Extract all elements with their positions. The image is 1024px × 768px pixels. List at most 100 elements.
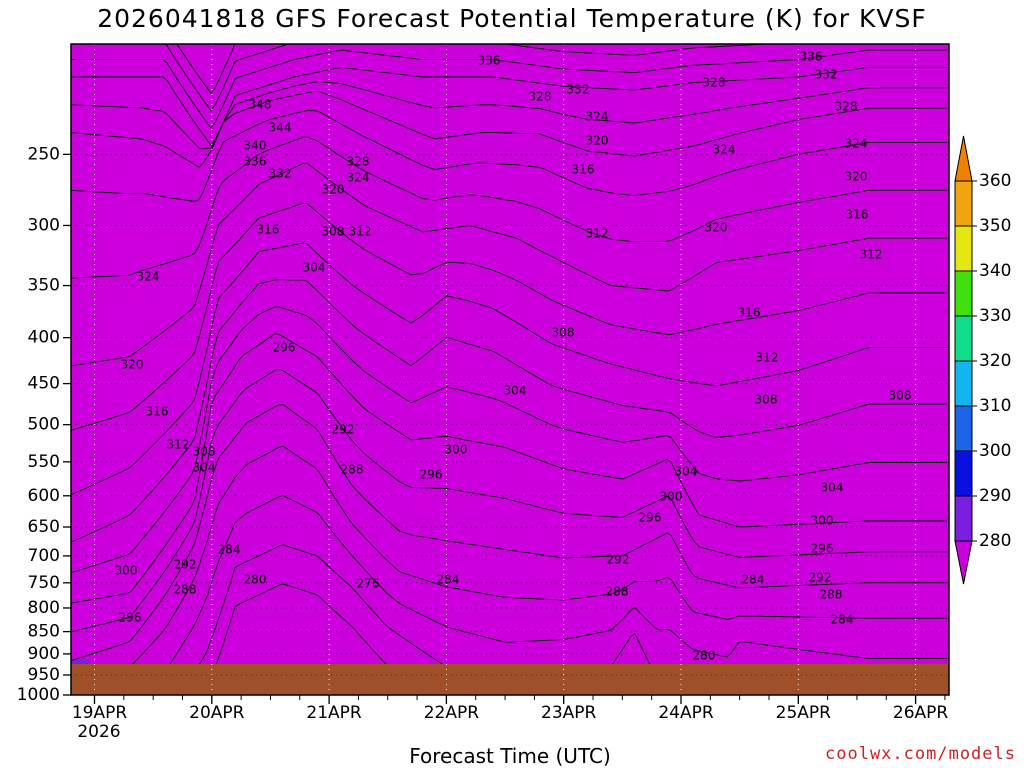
field-cell bbox=[185, 159, 192, 165]
field-cell bbox=[137, 54, 144, 60]
field-cell bbox=[293, 439, 300, 445]
field-cell bbox=[83, 294, 90, 300]
field-cell bbox=[245, 404, 252, 410]
field-cell bbox=[149, 269, 156, 275]
field-cell bbox=[239, 654, 246, 660]
field-cell bbox=[125, 389, 132, 395]
field-cell bbox=[233, 659, 240, 665]
field-cell bbox=[209, 519, 216, 525]
field-cell bbox=[131, 599, 138, 605]
field-cell bbox=[197, 499, 204, 505]
field-cell bbox=[275, 499, 282, 505]
field-cell bbox=[239, 204, 246, 210]
field-cell bbox=[155, 409, 162, 415]
field-cell bbox=[119, 239, 126, 245]
field-cell bbox=[119, 229, 126, 235]
field-cell bbox=[179, 109, 186, 115]
field-cell bbox=[275, 309, 282, 315]
field-cell bbox=[215, 489, 222, 495]
field-cell bbox=[119, 99, 126, 105]
field-cell bbox=[281, 184, 288, 190]
field-cell bbox=[113, 554, 120, 560]
field-cell bbox=[143, 194, 150, 200]
field-cell bbox=[209, 579, 216, 585]
field-cell bbox=[185, 214, 192, 220]
field-cell bbox=[257, 169, 264, 175]
field-cell bbox=[131, 244, 138, 250]
field-cell bbox=[227, 184, 234, 190]
field-cell bbox=[143, 319, 150, 325]
field-cell bbox=[167, 369, 174, 375]
field-cell bbox=[233, 534, 240, 540]
field-cell bbox=[209, 254, 216, 260]
field-cell bbox=[113, 229, 120, 235]
field-cell bbox=[287, 629, 294, 635]
field-cell bbox=[191, 264, 198, 270]
field-cell bbox=[125, 64, 132, 70]
field-cell bbox=[173, 174, 180, 180]
field-cell bbox=[119, 79, 126, 85]
field-cell bbox=[137, 529, 144, 535]
field-cell bbox=[125, 289, 132, 295]
field-cell bbox=[209, 619, 216, 625]
field-cell bbox=[149, 59, 156, 65]
field-cell bbox=[161, 604, 168, 610]
field-cell bbox=[293, 579, 300, 585]
field-cell bbox=[179, 624, 186, 630]
field-cell bbox=[203, 109, 210, 115]
field-cell bbox=[89, 539, 96, 545]
field-cell bbox=[143, 499, 150, 505]
field-cell bbox=[197, 364, 204, 370]
field-cell bbox=[167, 69, 174, 75]
field-cell bbox=[155, 199, 162, 205]
field-cell bbox=[263, 264, 270, 270]
field-cell bbox=[143, 324, 150, 330]
field-cell bbox=[77, 269, 84, 275]
field-cell bbox=[83, 239, 90, 245]
field-cell bbox=[89, 589, 96, 595]
field-cell bbox=[131, 139, 138, 145]
field-cell bbox=[197, 249, 204, 255]
field-cell bbox=[215, 289, 222, 295]
field-cell bbox=[179, 489, 186, 495]
field-cell bbox=[227, 329, 234, 335]
field-cell bbox=[113, 84, 120, 90]
field-cell bbox=[77, 139, 84, 145]
field-cell bbox=[131, 524, 138, 530]
field-cell bbox=[275, 204, 282, 210]
field-cell bbox=[179, 479, 186, 485]
field-cell bbox=[197, 404, 204, 410]
field-cell bbox=[113, 589, 120, 595]
field-cell bbox=[155, 509, 162, 515]
field-cell bbox=[143, 529, 150, 535]
field-cell bbox=[119, 89, 126, 95]
field-cell bbox=[77, 554, 84, 560]
field-cell bbox=[281, 509, 288, 515]
field-cell bbox=[137, 429, 144, 435]
field-cell bbox=[113, 609, 120, 615]
field-cell bbox=[107, 409, 114, 415]
field-cell bbox=[137, 284, 144, 290]
field-cell bbox=[185, 194, 192, 200]
field-cell bbox=[131, 504, 138, 510]
field-cell bbox=[239, 84, 246, 90]
field-cell bbox=[209, 239, 216, 245]
field-cell bbox=[287, 79, 294, 85]
field-cell bbox=[209, 144, 216, 150]
field-cell bbox=[221, 74, 228, 80]
field-cell bbox=[173, 144, 180, 150]
field-cell bbox=[149, 84, 156, 90]
field-cell bbox=[203, 549, 210, 555]
field-cell bbox=[125, 304, 132, 310]
field-cell bbox=[119, 159, 126, 165]
field-cell bbox=[89, 569, 96, 575]
field-cell bbox=[101, 609, 108, 615]
field-cell bbox=[83, 159, 90, 165]
field-cell bbox=[203, 189, 210, 195]
field-cell bbox=[173, 364, 180, 370]
field-cell bbox=[203, 619, 210, 625]
field-cell bbox=[71, 449, 78, 455]
field-cell bbox=[77, 204, 84, 210]
field-cell bbox=[95, 299, 102, 305]
field-cell bbox=[83, 364, 90, 370]
